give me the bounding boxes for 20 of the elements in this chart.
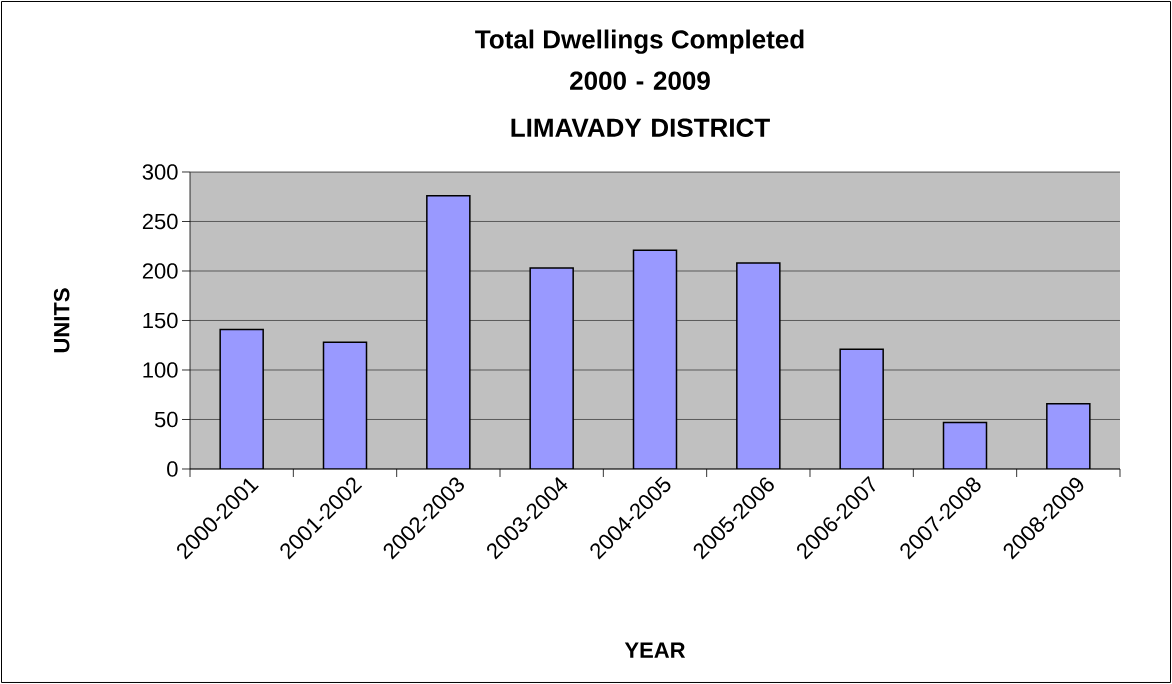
bar bbox=[839, 348, 884, 469]
x-axis-title: YEAR bbox=[624, 642, 686, 658]
bar bbox=[736, 262, 781, 469]
y-tick-label: 200 bbox=[142, 263, 178, 279]
y-tick-label: 150 bbox=[143, 312, 178, 329]
y-tick-label: 50 bbox=[154, 411, 178, 428]
bar bbox=[322, 341, 368, 469]
bar bbox=[219, 328, 264, 469]
y-tick-label: 300 bbox=[142, 164, 178, 180]
y-tick-label: 250 bbox=[142, 213, 178, 230]
chart-title: Total Dwellings Completed bbox=[475, 29, 804, 54]
chart-subtitle: 2000 - 2009 LIMAVADY DISTRICT bbox=[511, 71, 770, 137]
bar bbox=[1046, 402, 1091, 469]
y-axis-title: UNITS bbox=[53, 288, 70, 353]
bar bbox=[942, 421, 988, 469]
bar bbox=[529, 267, 574, 469]
bar bbox=[426, 195, 471, 469]
bar bbox=[632, 249, 678, 469]
y-tick-label: 100 bbox=[143, 362, 178, 378]
y-tick-label: 0 bbox=[167, 461, 178, 477]
